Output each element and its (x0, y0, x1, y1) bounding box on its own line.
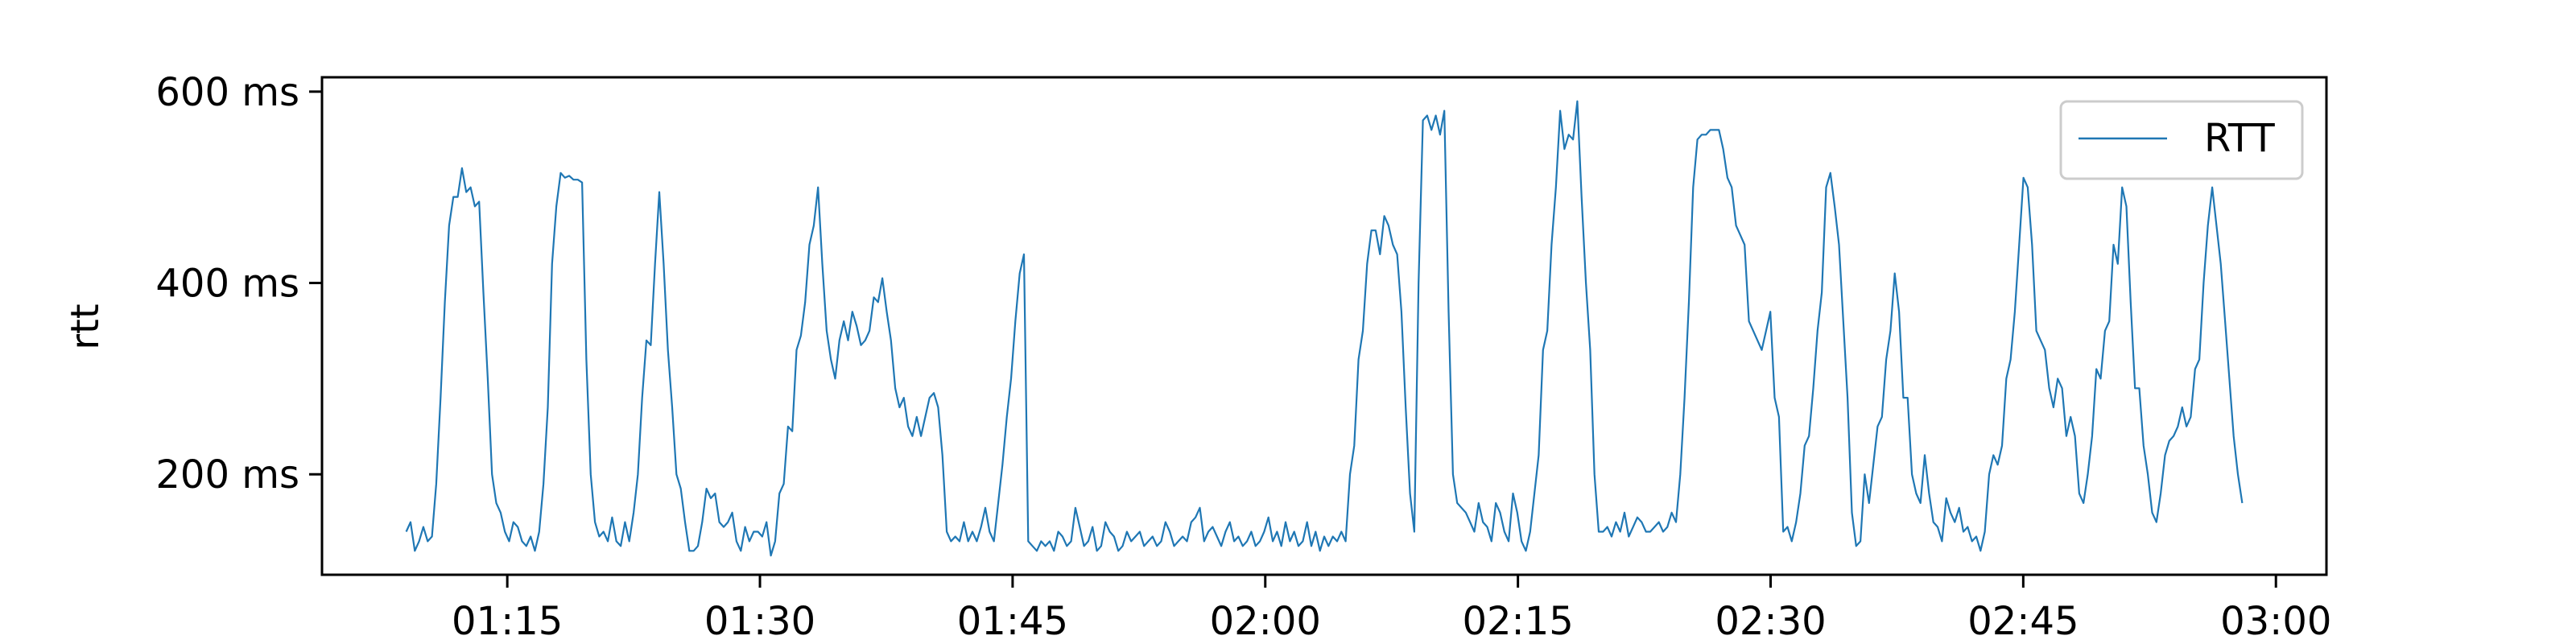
plot-frame (320, 76, 2328, 576)
y-axis-label: rtt (63, 303, 108, 349)
series-line-rtt (405, 100, 2244, 557)
x-tick-label: 01:30 (704, 599, 815, 644)
y-tick-label: 200 ms (155, 452, 299, 497)
x-tick-label: 01:45 (957, 599, 1068, 644)
legend-frame (2059, 100, 2304, 180)
plot-area: 01:15 01:30 01:45 02:00 02:15 02:30 02:45 03:00… (155, 70, 2331, 644)
y-tick-label: 600 ms (155, 70, 299, 115)
x-tick-label: 02:00 (1210, 599, 1321, 644)
y-tick-label: 400 ms (155, 262, 299, 307)
x-tick-label: 02:45 (1967, 599, 2079, 644)
x-tick-label: 02:30 (1715, 599, 1826, 644)
legend: RTT (2059, 100, 2304, 180)
x-tick-label: 02:15 (1462, 599, 1573, 644)
legend-label-rtt: RTT (2204, 116, 2275, 161)
x-tick-label: 01:15 (452, 599, 563, 644)
x-tick-label: 03:00 (2220, 599, 2331, 644)
